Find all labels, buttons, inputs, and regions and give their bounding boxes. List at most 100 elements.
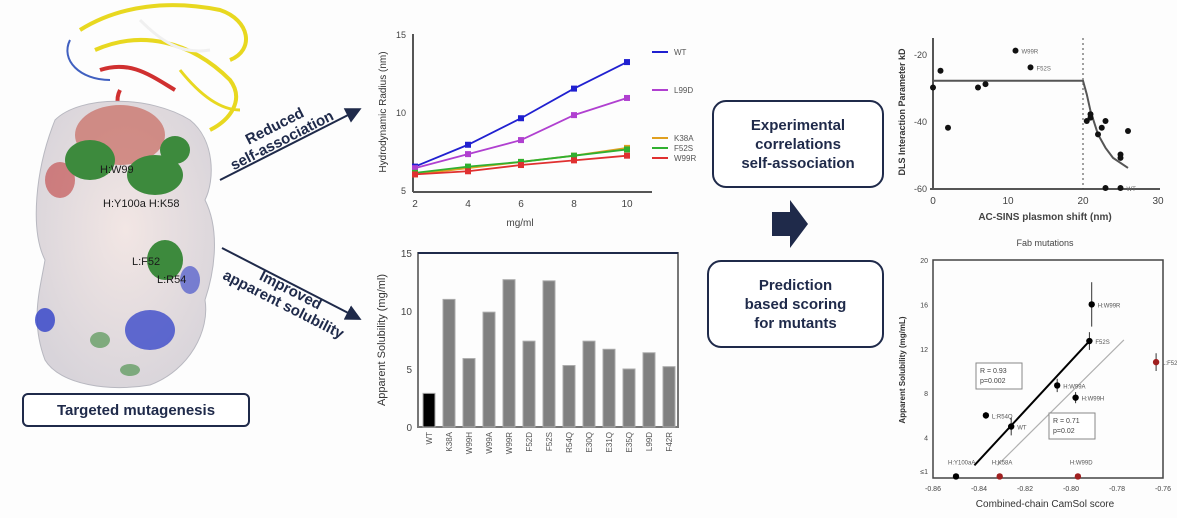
data-point bbox=[975, 84, 981, 91]
residue-label-l-f52: L:F52 bbox=[132, 256, 160, 268]
x-tick-label: E31Q bbox=[605, 432, 614, 452]
data-point bbox=[1054, 382, 1061, 389]
x-tick-label: 4 bbox=[465, 199, 471, 210]
data-point bbox=[930, 84, 936, 91]
legend-label-L99D: L99D bbox=[674, 86, 693, 95]
data-point-W99R bbox=[624, 152, 630, 159]
x-tick-label: K38A bbox=[445, 431, 454, 451]
y-tick-label: 4 bbox=[924, 436, 928, 443]
data-point bbox=[1102, 185, 1109, 191]
legend-label-W99R: W99R bbox=[674, 154, 696, 163]
x-axis-label: Combined-chain CamSol score bbox=[976, 499, 1115, 510]
legend-label-K38A: K38A bbox=[674, 134, 694, 143]
y-tick-label: 8 bbox=[924, 391, 928, 398]
x-tick-label: W99H bbox=[465, 432, 474, 454]
data-point-WT bbox=[624, 59, 630, 66]
x-tick-label: WT bbox=[425, 432, 434, 445]
series-line-WT bbox=[414, 61, 628, 168]
x-tick-label: 6 bbox=[518, 199, 524, 210]
y-tick-label: 0 bbox=[406, 423, 412, 434]
data-point-W99R bbox=[412, 171, 418, 178]
legend-label-WT: WT bbox=[674, 48, 687, 57]
data-point-L99D bbox=[571, 112, 577, 119]
y-axis-label: DLS Interaction Parameter kD bbox=[897, 48, 907, 176]
x-tick-label: F52S bbox=[545, 432, 554, 451]
data-point-F52S bbox=[624, 146, 630, 153]
data-point-F52S bbox=[571, 152, 577, 159]
data-point-WT bbox=[518, 115, 524, 122]
x-axis-label: AC-SINS plasmon shift (nm) bbox=[978, 212, 1111, 223]
x-tick-label: 8 bbox=[571, 199, 577, 210]
y-tick-label: 16 bbox=[920, 302, 928, 309]
data-point bbox=[982, 81, 989, 88]
y-tick-label: ≤1 bbox=[920, 469, 928, 476]
y-tick-label: 15 bbox=[401, 249, 413, 260]
data-point bbox=[937, 67, 944, 74]
chart-subtitle: Fab mutations bbox=[1016, 238, 1074, 248]
y-tick-label: 5 bbox=[406, 365, 412, 376]
data-point bbox=[996, 473, 1003, 480]
point-label: F52S bbox=[1095, 340, 1109, 346]
bar-R54Q bbox=[562, 365, 576, 428]
bar-K38A bbox=[442, 298, 456, 428]
data-point-WT bbox=[571, 85, 577, 92]
x-tick-label: -0.84 bbox=[971, 486, 987, 493]
data-point bbox=[1087, 111, 1094, 118]
y-tick-label: -60 bbox=[914, 184, 927, 194]
residue-label-l-r54: L:R54 bbox=[157, 274, 186, 286]
fab-protein-structure-illustration: H:W99 H:Y100a H:K58 L:F52 L:R54 bbox=[35, 3, 248, 389]
residue-label-h-w99: H:W99 bbox=[100, 164, 134, 176]
bar-E35Q bbox=[622, 368, 636, 428]
bar-L99D bbox=[642, 352, 656, 428]
data-point bbox=[1027, 64, 1034, 71]
targeted-mutagenesis-box: Targeted mutagenesis bbox=[22, 393, 250, 427]
regression-line bbox=[973, 340, 1091, 467]
y-tick-label: -20 bbox=[914, 50, 927, 60]
bar-E31Q bbox=[602, 348, 616, 428]
data-point bbox=[1152, 358, 1160, 366]
residue-label-h-y100a: H:Y100a H:K58 bbox=[103, 198, 179, 210]
bar-WT bbox=[422, 392, 436, 428]
x-tick-label: -0.86 bbox=[925, 486, 941, 493]
data-point bbox=[1012, 47, 1019, 54]
bar-W99R bbox=[502, 279, 516, 428]
bar-F42R bbox=[662, 366, 676, 428]
bar-W99H bbox=[462, 358, 476, 428]
x-tick-label: 10 bbox=[1002, 196, 1014, 207]
x-tick-label: L99D bbox=[645, 432, 654, 451]
data-point-L99D bbox=[624, 94, 630, 101]
data-point bbox=[1125, 128, 1131, 135]
stats-r: R = 0.93 bbox=[980, 368, 1007, 375]
x-tick-label: W99R bbox=[505, 432, 514, 454]
data-point bbox=[982, 412, 990, 419]
experimental-correlations-box: Experimental correlations self-association bbox=[712, 100, 884, 188]
x-tick-label: F52D bbox=[525, 432, 534, 452]
y-axis-label: Apparent Solubility (mg/mL) bbox=[898, 316, 907, 423]
bar-F52S bbox=[542, 280, 556, 428]
x-tick-label: E30Q bbox=[585, 432, 594, 452]
x-tick-label: E35Q bbox=[625, 432, 634, 452]
x-axis-label: mg/ml bbox=[506, 218, 533, 229]
point-label: WT bbox=[1017, 426, 1027, 432]
point-label: H:Y100aA bbox=[948, 460, 975, 466]
x-tick-label: R54Q bbox=[565, 432, 574, 453]
stats-r: R = 0.71 bbox=[1053, 418, 1080, 425]
x-tick-label: 10 bbox=[621, 199, 633, 210]
x-tick-label: 2 bbox=[412, 199, 418, 210]
y-tick-label: -40 bbox=[914, 117, 927, 127]
x-tick-label: -0.76 bbox=[1155, 486, 1171, 493]
prediction-scoring-box: Prediction based scoring for mutants bbox=[707, 260, 884, 348]
data-point bbox=[1117, 154, 1124, 161]
regression-line bbox=[996, 339, 1125, 466]
data-point bbox=[1008, 423, 1015, 430]
x-tick-label: -0.80 bbox=[1063, 486, 1079, 493]
data-point-W99R bbox=[571, 157, 577, 164]
data-point bbox=[1098, 124, 1105, 131]
stats-p: p=0.02 bbox=[1053, 428, 1075, 435]
data-point bbox=[952, 473, 960, 480]
point-label: H:K58A bbox=[992, 460, 1013, 466]
y-axis-label: Hydrodynamic Radius (nm) bbox=[378, 51, 389, 172]
x-tick-label: -0.78 bbox=[1109, 486, 1125, 493]
data-point bbox=[1072, 394, 1079, 401]
point-label: L:F52D bbox=[1162, 361, 1177, 367]
